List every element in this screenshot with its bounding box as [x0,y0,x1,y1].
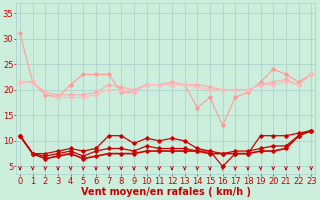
X-axis label: Vent moyen/en rafales ( km/h ): Vent moyen/en rafales ( km/h ) [81,187,251,197]
